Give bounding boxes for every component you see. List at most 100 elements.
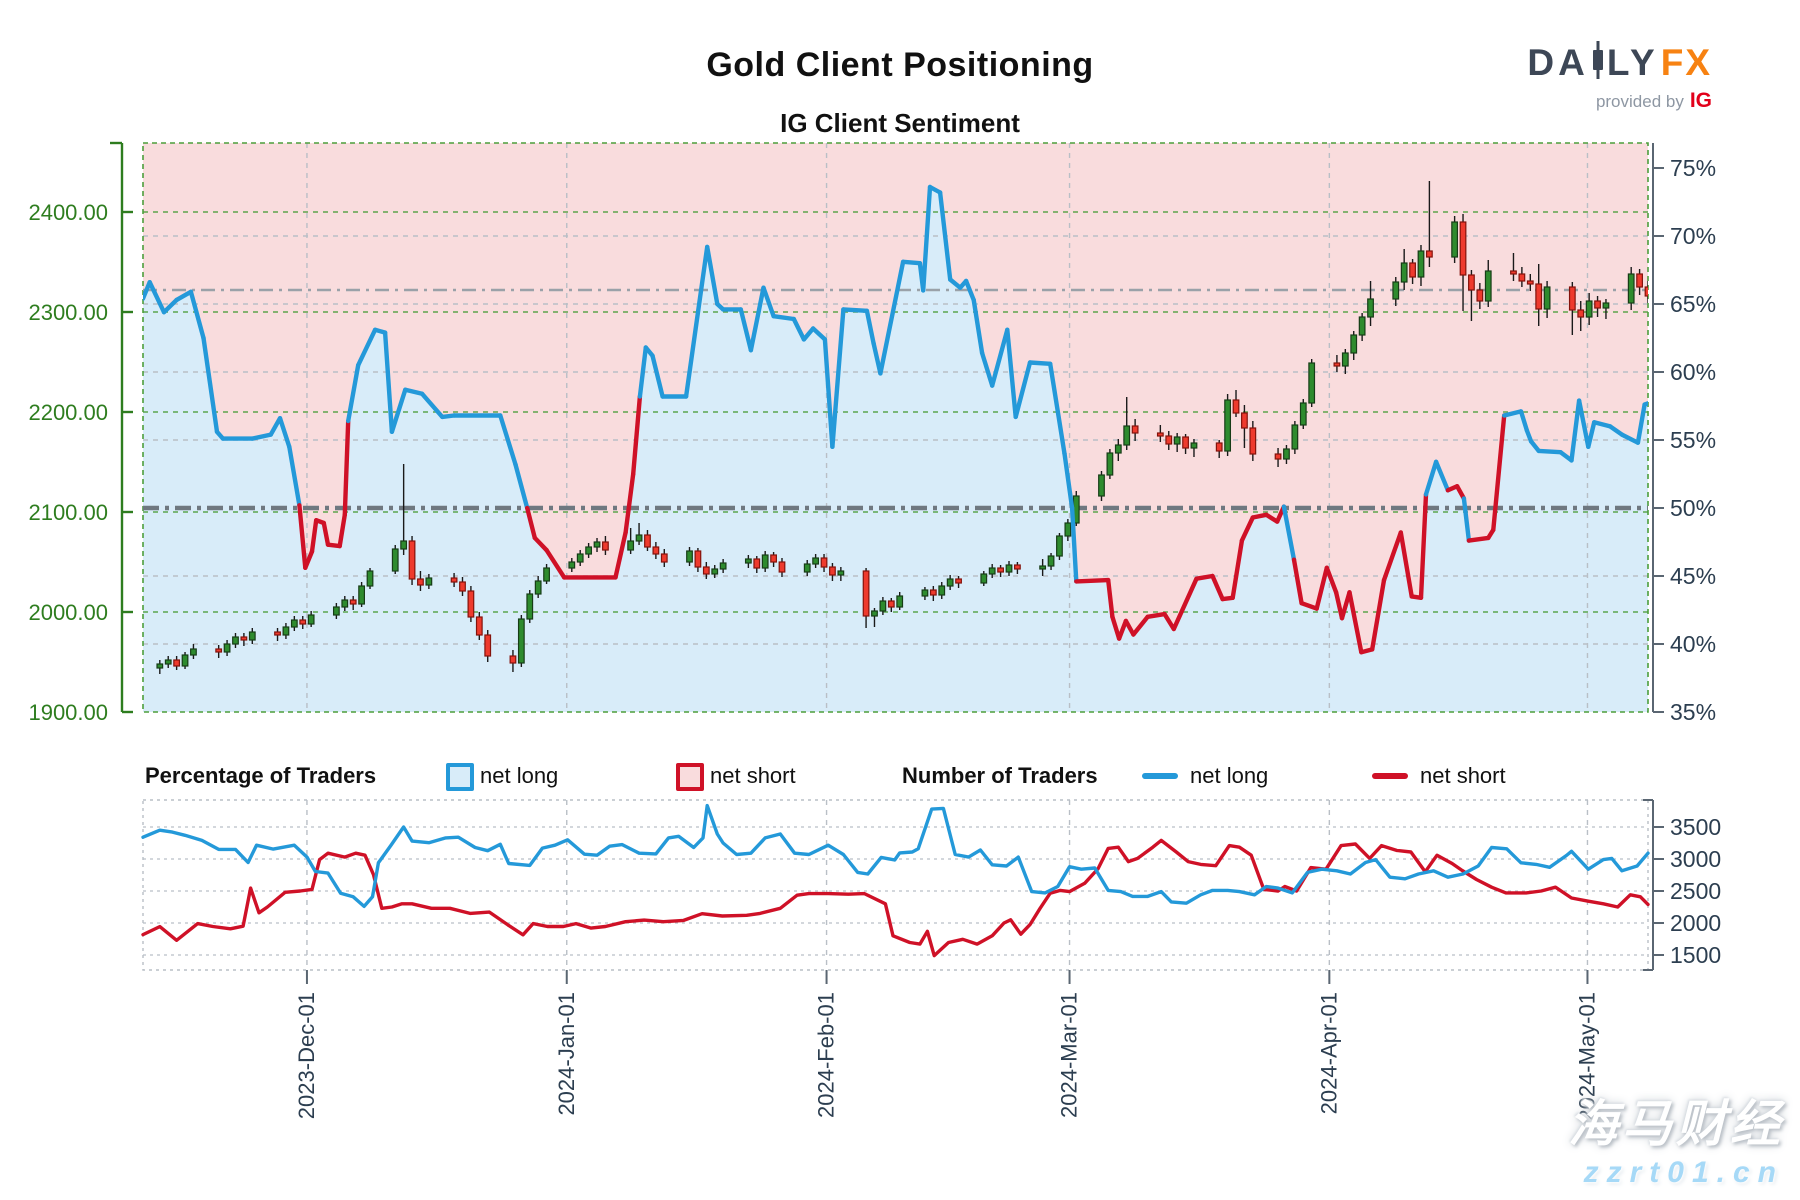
pct-net-long-line bbox=[356, 327, 378, 368]
candle-up bbox=[1451, 221, 1459, 258]
sentiment-line-group bbox=[143, 184, 1648, 655]
count-axis-label: 2000 bbox=[1670, 910, 1721, 936]
count-axis-label: 3500 bbox=[1670, 814, 1721, 840]
pct-net-short-line bbox=[337, 512, 347, 549]
candle-down bbox=[1510, 270, 1517, 275]
pct-net-short-line bbox=[1171, 576, 1199, 632]
price-axis-label: 2200.00 bbox=[28, 400, 108, 425]
candle-up bbox=[425, 577, 433, 586]
watermark-line1: 海马财经 bbox=[1568, 1096, 1784, 1152]
candle-down bbox=[694, 550, 702, 568]
x-axis-label: 2024-May-01 bbox=[1574, 992, 1599, 1122]
candle-up bbox=[1291, 424, 1299, 450]
candle-up bbox=[290, 619, 298, 628]
pct-net-long-line bbox=[937, 190, 953, 282]
candle-up bbox=[627, 540, 635, 551]
candle-down bbox=[660, 553, 668, 563]
candle-down bbox=[1409, 262, 1416, 278]
pct-net-long-line bbox=[761, 285, 776, 319]
candle-down bbox=[240, 636, 248, 641]
pct-net-short-line bbox=[1145, 611, 1167, 619]
candle-down bbox=[459, 581, 466, 592]
pct-net-long-line bbox=[705, 244, 720, 307]
pct-axis-label: 75% bbox=[1670, 155, 1716, 181]
price-axis-label: 2100.00 bbox=[28, 500, 108, 525]
num-net-short-line bbox=[141, 838, 1650, 958]
candle-up bbox=[332, 606, 340, 616]
candle-up bbox=[1106, 452, 1114, 476]
candle-down bbox=[997, 567, 1004, 573]
logo-ig: IG bbox=[1689, 89, 1712, 112]
count-axis-label: 3000 bbox=[1670, 846, 1721, 872]
candle-up bbox=[190, 648, 197, 656]
candle-down bbox=[475, 616, 483, 636]
candle-up bbox=[1299, 402, 1307, 426]
pct-net-long-line bbox=[1062, 451, 1075, 511]
candle-up bbox=[1400, 262, 1408, 283]
pct-net-long-line bbox=[878, 259, 906, 376]
pct-net-short-line bbox=[1110, 614, 1122, 641]
chart-subtitle: IG Client Sentiment bbox=[780, 108, 1020, 138]
candle-down bbox=[753, 558, 761, 569]
candle-up bbox=[526, 593, 534, 620]
candle-up bbox=[517, 618, 525, 664]
pct-net-short-line bbox=[1347, 590, 1364, 655]
candle-down bbox=[955, 578, 962, 584]
candle-up bbox=[803, 563, 811, 573]
candle-up bbox=[686, 550, 693, 563]
pct-net-short-line bbox=[1162, 611, 1176, 632]
candle-down bbox=[1182, 436, 1189, 449]
candlestick-icon bbox=[1591, 40, 1605, 85]
pct-net-short-line bbox=[1116, 618, 1129, 641]
legend-pct-long-label: net long bbox=[480, 763, 559, 788]
candle-down bbox=[887, 600, 895, 608]
pct-net-long-line bbox=[287, 444, 302, 508]
candle-down bbox=[1274, 453, 1282, 460]
candle-down bbox=[929, 589, 937, 596]
candle-up bbox=[837, 570, 845, 576]
candle-up bbox=[341, 599, 349, 608]
candle-up bbox=[568, 561, 576, 569]
candle-down bbox=[652, 546, 660, 555]
price-axis-label: 2000.00 bbox=[28, 600, 108, 625]
candle-up bbox=[1627, 273, 1635, 304]
candle-up bbox=[980, 573, 988, 584]
candle-down bbox=[1131, 425, 1139, 434]
pct-net-short-line bbox=[303, 549, 315, 570]
candle-up bbox=[1039, 565, 1047, 570]
candle-up bbox=[871, 610, 878, 617]
pct-axis-label: 50% bbox=[1670, 495, 1716, 521]
pct-net-long-line bbox=[791, 316, 807, 342]
pct-net-long-line bbox=[1423, 459, 1439, 497]
legend-pct-short-swatch bbox=[676, 763, 704, 791]
candle-up bbox=[1392, 281, 1400, 300]
candle-down bbox=[1636, 273, 1643, 288]
logo-provided-by: provided by bbox=[1595, 92, 1684, 111]
chart-title: Gold Client Positioning bbox=[706, 46, 1094, 84]
pct-net-short-line bbox=[1398, 530, 1414, 599]
pct-net-long-line bbox=[771, 314, 796, 322]
pct-net-long-line bbox=[1619, 432, 1641, 445]
pct-net-short-line bbox=[532, 535, 549, 553]
candle-up bbox=[1114, 444, 1122, 454]
candle-up bbox=[1341, 352, 1349, 367]
candle-down bbox=[484, 634, 492, 657]
candle-up bbox=[921, 589, 929, 597]
dailyfx-logo: DA LY FX provided by IG bbox=[1527, 40, 1712, 113]
sentiment-fill-long bbox=[143, 187, 1648, 712]
pct-net-long-line bbox=[188, 289, 206, 341]
pct-net-long-line bbox=[650, 353, 665, 399]
candle-up bbox=[1056, 535, 1063, 557]
pct-net-long-line bbox=[1502, 409, 1524, 418]
pct-net-short-line bbox=[1324, 565, 1339, 595]
pct-net-long-line bbox=[1608, 424, 1625, 437]
candle-down bbox=[1459, 221, 1467, 276]
price-axis-label: 1900.00 bbox=[28, 700, 108, 725]
pct-net-long-line bbox=[1569, 398, 1582, 463]
candle-down bbox=[644, 534, 651, 548]
pct-axis-label: 70% bbox=[1670, 223, 1716, 249]
pct-net-long-line bbox=[748, 285, 766, 353]
pct-net-long-line bbox=[738, 307, 754, 353]
legend-num-short-swatch bbox=[1372, 773, 1408, 779]
